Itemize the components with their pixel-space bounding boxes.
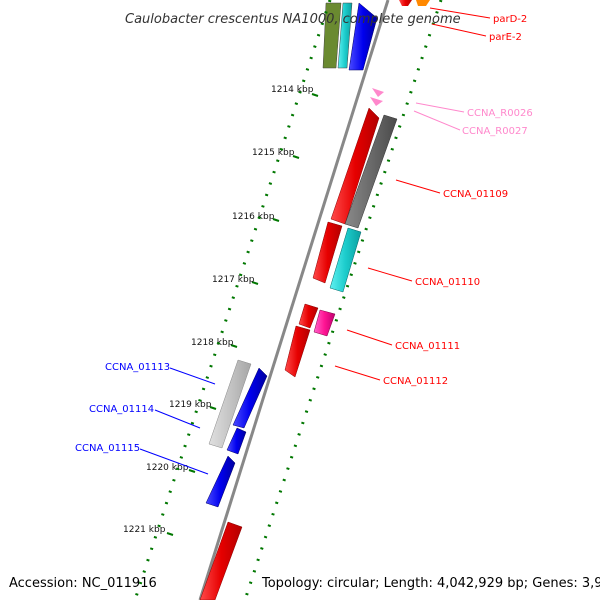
gene-label-parE: parE-2 bbox=[489, 32, 522, 43]
gene-arrow-parE bbox=[416, 0, 430, 6]
leader-01115 bbox=[139, 448, 209, 475]
gene-arrow-blue-01115 bbox=[205, 455, 236, 508]
forward-strand-genes bbox=[199, 0, 430, 600]
gene-label-01110: CCNA_01110 bbox=[415, 277, 480, 288]
rna-arrow-r0027 bbox=[370, 97, 383, 106]
kbp-tick bbox=[230, 344, 238, 348]
kbp-label: 1219 kbp bbox=[169, 400, 212, 410]
topology-text: Topology: circular; Length: 4,042,929 bp… bbox=[261, 576, 600, 591]
label-leaders bbox=[139, 7, 491, 475]
gene-arrow-grey-01109 bbox=[344, 114, 398, 229]
gene-arrow-blue-01114 bbox=[232, 367, 268, 429]
kbp-tick bbox=[272, 218, 280, 222]
gene-arrow-red-01110 bbox=[312, 221, 343, 284]
leader-01114 bbox=[154, 409, 201, 429]
gene-label-r0027: CCNA_R0027 bbox=[462, 126, 528, 137]
accession-text: Accession: NC_011916 bbox=[9, 576, 157, 591]
gene-arrow-blue-small bbox=[226, 427, 247, 455]
leader-parD bbox=[429, 7, 491, 19]
gene-arrow-red-bottom bbox=[199, 521, 243, 600]
kbp-label: 1216 kbp bbox=[232, 212, 275, 222]
gene-label-01112: CCNA_01112 bbox=[383, 376, 448, 387]
kbp-tick bbox=[251, 281, 259, 285]
gene-arrow-grey-top bbox=[322, 2, 342, 69]
leader-01111 bbox=[346, 329, 393, 346]
kbp-tick bbox=[188, 469, 196, 473]
kbp-tick bbox=[292, 155, 300, 159]
leader-parE bbox=[431, 23, 487, 37]
gene-label-r0026: CCNA_R0026 bbox=[467, 108, 533, 119]
kbp-label: 1215 kbp bbox=[252, 148, 295, 158]
kbp-label: 1220 kbp bbox=[146, 463, 189, 473]
gene-arrow-lightgrey-01113 bbox=[208, 359, 252, 449]
genome-backbone bbox=[198, 0, 390, 600]
kbp-label: 1214 kbp bbox=[271, 85, 314, 95]
leader-01113 bbox=[169, 367, 216, 385]
gene-arrow-cyan-top bbox=[337, 2, 353, 69]
leader-01112 bbox=[334, 365, 381, 381]
gene-label-01113: CCNA_01113 bbox=[105, 362, 170, 373]
kbp-tick bbox=[311, 93, 319, 97]
gene-label-01114: CCNA_01114 bbox=[89, 404, 154, 415]
gene-arrow-blue-top bbox=[348, 2, 378, 71]
kbp-label: 1218 kbp bbox=[191, 338, 234, 348]
gene-arrow-red-01112 bbox=[284, 325, 311, 378]
gene-arrow-cyan-01110 bbox=[329, 227, 362, 293]
gene-label-01111: CCNA_01111 bbox=[395, 341, 460, 352]
gene-arrow-red-01111a bbox=[298, 303, 319, 329]
gene-label-01109: CCNA_01109 bbox=[443, 189, 508, 200]
gene-label-parD: parD-2 bbox=[493, 14, 527, 25]
leader-r0027 bbox=[413, 110, 461, 131]
rna-arrow-r0026 bbox=[372, 88, 384, 97]
leader-01109 bbox=[395, 179, 441, 194]
kbp-label: 1221 kbp bbox=[123, 525, 166, 535]
gene-arrow-magenta-01111 bbox=[313, 309, 336, 337]
reverse-strand-genes bbox=[205, 2, 378, 508]
leader-01110 bbox=[367, 267, 413, 282]
kbp-tick bbox=[166, 532, 174, 536]
leader-r0026 bbox=[415, 102, 465, 113]
map-title: Caulobacter crescentus NA1000, complete … bbox=[125, 12, 461, 27]
scale-ticks: 1214 kbp 1215 kbp 1216 kbp 1217 kbp 1218… bbox=[123, 85, 319, 536]
gene-labels: parD-2 parE-2 CCNA_R0026 CCNA_R0027 CCNA… bbox=[75, 14, 533, 454]
kbp-tick bbox=[209, 406, 217, 410]
kbp-label: 1217 kbp bbox=[212, 275, 255, 285]
gene-label-01115: CCNA_01115 bbox=[75, 443, 140, 454]
gene-arrow-parD bbox=[399, 0, 412, 6]
